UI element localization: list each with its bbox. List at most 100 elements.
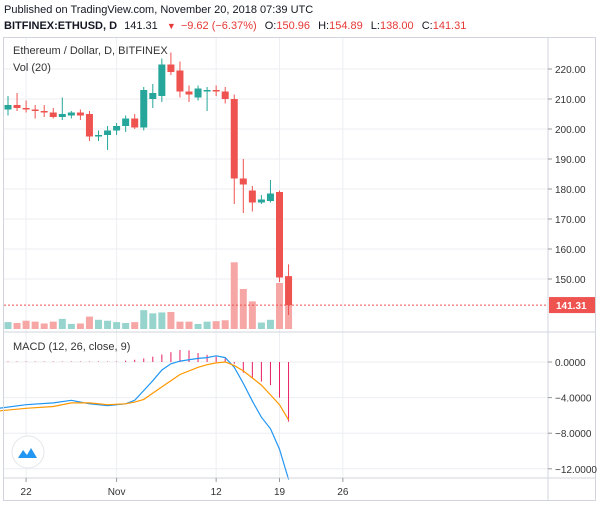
volume-bar bbox=[248, 301, 256, 329]
candle-body bbox=[239, 178, 247, 185]
time-axis-label: 19 bbox=[274, 487, 286, 498]
candle-body bbox=[4, 105, 12, 110]
macd-axis-label: 0.0000 bbox=[555, 358, 586, 369]
high-label: H: bbox=[318, 20, 330, 32]
candle-body bbox=[131, 118, 139, 128]
symbol-header: BITFINEX:ETHUSD, D 141.31 ▼ −9.62 (−6.37… bbox=[4, 20, 466, 32]
candle-body bbox=[203, 90, 211, 92]
macd-axis-label: −4.0000 bbox=[555, 394, 592, 405]
volume-bar bbox=[266, 319, 274, 329]
price-axis-label: 220.00 bbox=[555, 65, 586, 76]
candle-body bbox=[67, 112, 75, 116]
signal-series-line bbox=[0, 361, 290, 421]
volume-bar bbox=[131, 322, 139, 329]
time-axis-label: 22 bbox=[21, 487, 33, 498]
down-arrow-icon: ▼ bbox=[166, 21, 176, 31]
price-axis-label: 150.00 bbox=[555, 275, 586, 286]
volume-bar bbox=[230, 262, 238, 329]
candle-body bbox=[76, 112, 84, 116]
candle-body bbox=[266, 193, 274, 201]
volume-bar bbox=[285, 304, 293, 329]
last-price-badge-label: 141.31 bbox=[556, 301, 587, 312]
volume-bar bbox=[76, 323, 84, 329]
volume-bar bbox=[58, 318, 66, 329]
candle-body bbox=[167, 64, 175, 72]
macd-lines bbox=[0, 355, 290, 480]
volume-label: Vol (20) bbox=[13, 62, 51, 74]
open-label: O: bbox=[264, 20, 277, 32]
chart-border bbox=[3, 37, 596, 501]
candle-body bbox=[194, 88, 202, 98]
time-axis-label: 26 bbox=[337, 487, 349, 498]
macd-series-line bbox=[0, 355, 290, 480]
volume-bar bbox=[176, 321, 184, 329]
candle-body bbox=[58, 114, 66, 117]
candle-body bbox=[85, 114, 93, 137]
candle-body bbox=[230, 99, 238, 179]
candle-body bbox=[22, 108, 30, 110]
price-axis-label: 160.00 bbox=[555, 245, 586, 256]
axes: 150.00 160.00 170.00 180.00 190.00 200.00 210.… bbox=[21, 65, 598, 498]
candle-body bbox=[221, 91, 229, 99]
chart-frame bbox=[3, 37, 596, 501]
candle-body bbox=[276, 192, 283, 278]
volume-bar bbox=[203, 321, 211, 329]
candle-body bbox=[95, 135, 102, 137]
candle-body bbox=[149, 93, 157, 99]
candle-body bbox=[31, 109, 39, 111]
tradingview-logo bbox=[11, 435, 45, 469]
candle-body bbox=[185, 91, 193, 95]
time-axis-label: 12 bbox=[211, 487, 223, 498]
candle-body bbox=[113, 126, 121, 131]
last-price-badge bbox=[549, 297, 595, 314]
published-caption: Published on TradingView.com, November 2… bbox=[4, 4, 313, 16]
volume-bar bbox=[149, 313, 157, 329]
candle-body bbox=[158, 64, 166, 96]
volume-bar bbox=[140, 310, 148, 329]
price-axis-label: 210.00 bbox=[555, 95, 586, 106]
volume-bar bbox=[13, 323, 21, 329]
tradingview-logo-badge bbox=[11, 435, 45, 469]
volume-bars bbox=[4, 262, 293, 329]
low-label: L: bbox=[370, 20, 380, 32]
volume-bar bbox=[194, 323, 202, 329]
candle-body bbox=[257, 199, 265, 203]
volume-bar bbox=[31, 321, 39, 329]
candlesticks[interactable] bbox=[4, 52, 293, 316]
macd-axis-label: −8.0000 bbox=[555, 429, 592, 440]
volume-bar bbox=[257, 322, 265, 329]
candle-body bbox=[40, 111, 48, 113]
volume-bar bbox=[67, 323, 75, 329]
volume-bar bbox=[49, 321, 57, 329]
candle-body bbox=[13, 105, 21, 108]
low-value: 138.00 bbox=[379, 20, 414, 32]
volume-bar bbox=[104, 320, 112, 329]
volume-bar bbox=[276, 283, 283, 329]
published-text: Published on TradingView.com, November 2… bbox=[4, 4, 314, 16]
close-label: C: bbox=[421, 20, 433, 32]
volume-bar bbox=[122, 323, 130, 329]
candle-body bbox=[104, 130, 112, 135]
open-value: 150.96 bbox=[276, 20, 311, 32]
candle-body bbox=[49, 112, 57, 117]
price-axis-label: 200.00 bbox=[555, 125, 586, 136]
last-price-text: 141.31 bbox=[124, 20, 158, 32]
volume-bar bbox=[95, 319, 102, 329]
price-axis-label: 190.00 bbox=[555, 155, 586, 166]
volume-bar bbox=[167, 311, 175, 329]
volume-bar bbox=[239, 288, 247, 329]
cloud-icon bbox=[18, 448, 37, 458]
candle-body bbox=[122, 118, 130, 126]
price-axis-label: 170.00 bbox=[555, 215, 586, 226]
volume-bar bbox=[85, 316, 93, 329]
macd-axis-label: −12.0000 bbox=[555, 465, 597, 476]
main-panel-title: Ethereum / Dollar, D, BITFINEX bbox=[13, 45, 168, 57]
time-axis-label: Nov bbox=[108, 487, 126, 498]
candle-body bbox=[140, 90, 148, 128]
macd-panel-title: MACD (12, 26, close, 9) bbox=[13, 341, 131, 353]
volume-bar bbox=[158, 312, 166, 329]
volume-bar bbox=[113, 322, 121, 329]
candle-body bbox=[285, 276, 293, 306]
candle-body bbox=[212, 90, 220, 92]
